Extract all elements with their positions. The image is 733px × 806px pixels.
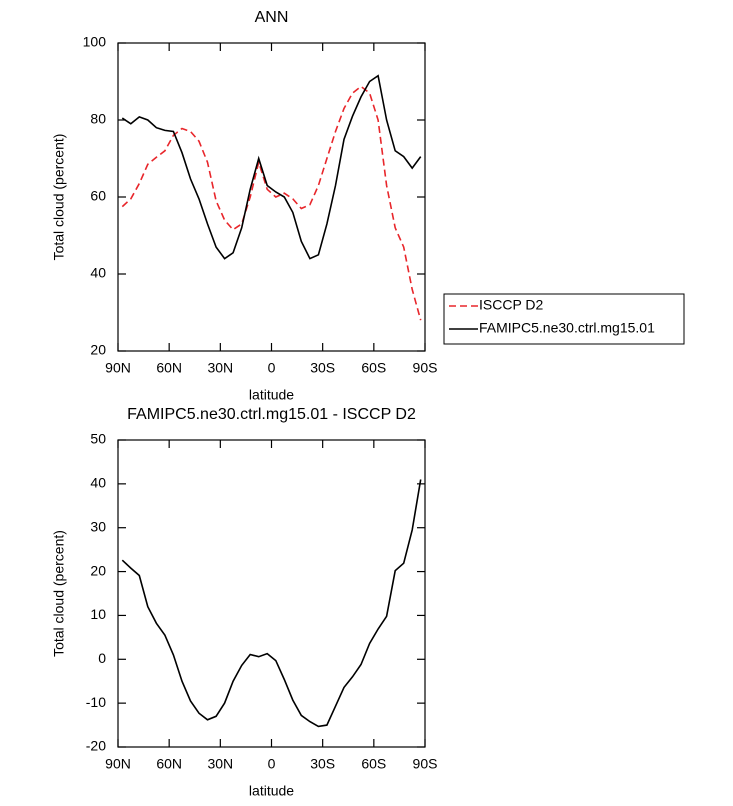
x-tick-label: 90S [413, 360, 438, 376]
y-tick-label: 50 [90, 431, 106, 447]
plot-frame [117, 42, 426, 352]
chart-title: FAMIPC5.ne30.ctrl.mg15.01 - ISCCP D2 [127, 406, 416, 423]
x-tick-label: 60N [156, 360, 182, 376]
x-tick-label: 90S [413, 756, 438, 772]
x-axis-label: latitude [249, 783, 294, 799]
y-tick-label: 30 [90, 518, 106, 534]
x-tick-label: 60S [361, 360, 386, 376]
y-axis-label: Total cloud (percent) [51, 530, 67, 657]
x-tick-label: 0 [268, 360, 276, 376]
x-tick-label: 60S [361, 756, 386, 772]
x-tick-label: 60N [156, 756, 182, 772]
y-tick-label: 100 [83, 34, 107, 50]
legend-box [443, 293, 685, 345]
plot-frame [117, 439, 426, 748]
legend-label: ISCCP D2 [479, 297, 544, 313]
x-tick-label: 90N [105, 360, 131, 376]
y-tick-label: 0 [98, 650, 106, 666]
x-tick-label: 30N [207, 360, 233, 376]
data-line [121, 74, 422, 260]
y-tick-label: -20 [86, 738, 106, 754]
x-axis-label: latitude [249, 387, 294, 403]
x-tick-label: 0 [268, 756, 276, 772]
y-axis-label: Total cloud (percent) [51, 134, 67, 261]
y-tick-label: 60 [90, 188, 106, 204]
y-tick-label: 20 [90, 342, 106, 358]
x-tick-label: 30S [310, 756, 335, 772]
y-tick-label: 10 [90, 606, 106, 622]
y-tick-label: 80 [90, 111, 106, 127]
data-line [121, 85, 422, 321]
x-tick-label: 30S [310, 360, 335, 376]
data-line [121, 479, 422, 728]
y-tick-label: -10 [86, 694, 106, 710]
x-tick-label: 90N [105, 756, 131, 772]
chart-title: ANN [255, 9, 289, 26]
y-tick-label: 40 [90, 265, 106, 281]
y-tick-label: 40 [90, 475, 106, 491]
x-tick-label: 30N [207, 756, 233, 772]
y-tick-label: 20 [90, 562, 106, 578]
legend-label: FAMIPC5.ne30.ctrl.mg15.01 [479, 320, 655, 336]
